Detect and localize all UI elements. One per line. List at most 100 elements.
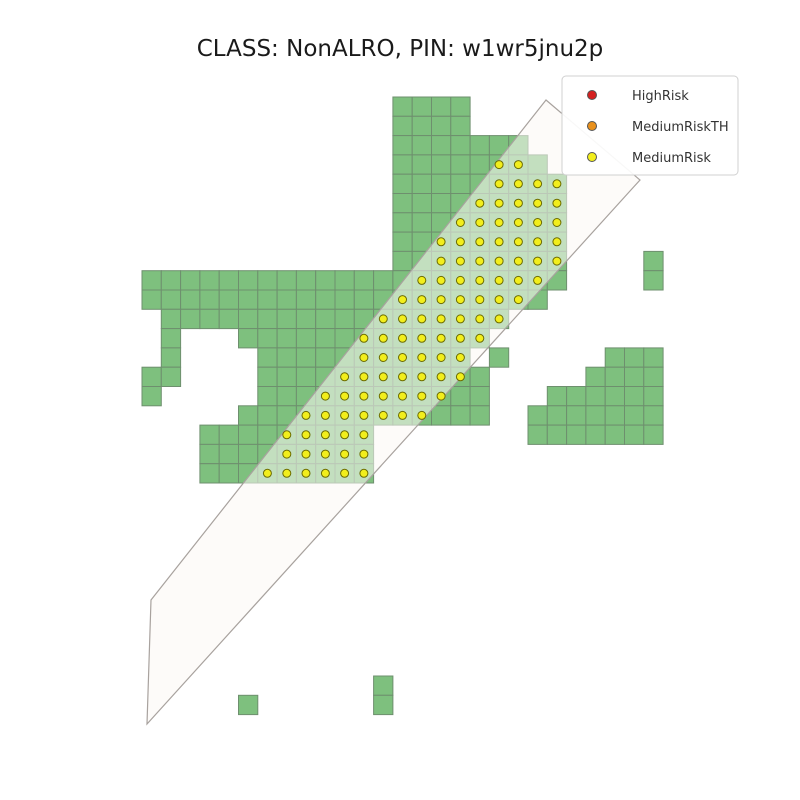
legend-marker-medium-risk-th — [587, 121, 597, 131]
parcel-cell — [392, 250, 413, 272]
parcel-cell — [431, 405, 452, 426]
medium-risk-point — [494, 256, 504, 266]
parcel-cell — [257, 386, 278, 407]
medium-risk-point — [417, 275, 427, 285]
parcel-cell — [392, 135, 413, 156]
medium-risk-point — [513, 179, 523, 189]
parcel-cell — [450, 154, 471, 175]
medium-risk-point — [436, 237, 446, 247]
parcel-cell — [199, 463, 220, 484]
medium-risk-point — [494, 314, 504, 324]
parcel-cell — [218, 289, 239, 310]
parcel-cell — [604, 405, 626, 426]
parcel-cell — [160, 308, 182, 330]
parcel-cell — [160, 366, 182, 388]
medium-risk-point — [552, 198, 562, 208]
medium-risk-point — [417, 372, 427, 382]
medium-risk-point — [455, 295, 465, 305]
parcel-cell — [257, 405, 278, 426]
parcel-cell — [450, 405, 471, 426]
medium-risk-point — [417, 295, 427, 305]
parcel-cell — [643, 424, 664, 445]
medium-risk-point — [494, 275, 504, 285]
parcel-cell — [392, 212, 413, 233]
medium-risk-point — [436, 391, 446, 401]
parcel-cell — [295, 289, 317, 310]
parcel-cell — [238, 308, 259, 330]
parcel-cell — [276, 308, 297, 330]
parcel-cell — [450, 173, 471, 194]
medium-risk-point — [436, 275, 446, 285]
parcel-cell — [238, 424, 259, 445]
medium-risk-point — [552, 237, 562, 247]
medium-risk-point — [417, 410, 427, 420]
parcel-cell — [566, 405, 587, 426]
medium-risk-point — [359, 468, 369, 478]
medium-risk-point — [398, 372, 407, 382]
parcel-cell — [527, 424, 548, 445]
medium-risk-point — [417, 333, 427, 343]
medium-risk-point — [494, 218, 504, 227]
parcel-cell — [257, 289, 278, 310]
medium-risk-point — [262, 468, 272, 478]
medium-risk-point — [552, 179, 562, 189]
parcel-cell — [546, 424, 568, 445]
parcel-cell — [585, 386, 606, 407]
parcel-cell — [450, 135, 471, 156]
parcel-cell — [295, 366, 317, 388]
parcel-cell — [604, 386, 626, 407]
parcel-cell — [353, 289, 375, 310]
parcel-cell — [315, 308, 336, 330]
parcel-cell — [160, 289, 182, 310]
medium-risk-point — [513, 275, 523, 285]
parcel-cell — [199, 424, 220, 445]
parcel-cell — [431, 154, 452, 175]
medium-risk-point — [552, 256, 562, 266]
medium-risk-point — [475, 295, 485, 305]
medium-risk-point — [475, 237, 485, 247]
parcel-cell — [585, 405, 606, 426]
parcel-cell — [276, 386, 297, 407]
parcel-cell — [411, 173, 433, 194]
medium-risk-point — [494, 198, 504, 208]
parcel-cell — [180, 270, 201, 291]
medium-risk-point — [320, 449, 330, 459]
parcel-cell — [488, 347, 510, 368]
parcel-cell — [431, 135, 452, 156]
parcel-cell — [431, 96, 452, 117]
parcel-cell — [643, 270, 664, 291]
parcel-cell — [218, 270, 239, 291]
parcel-cell — [199, 289, 220, 310]
medium-risk-point — [301, 430, 311, 440]
parcel-cell — [315, 289, 336, 310]
medium-risk-point — [340, 391, 350, 401]
medium-risk-point — [436, 353, 446, 362]
parcel-cell — [431, 115, 452, 137]
medium-risk-point — [513, 218, 523, 227]
parcel-cell — [604, 366, 626, 388]
parcel-cell — [276, 366, 297, 388]
parcel-cell — [373, 270, 394, 291]
parcel-cell — [218, 443, 239, 465]
parcel-cell — [469, 135, 490, 156]
parcel-cell — [411, 154, 433, 175]
medium-risk-point — [455, 256, 465, 266]
parcel-cell — [604, 424, 626, 445]
medium-risk-point — [398, 295, 407, 305]
parcel-cell — [199, 308, 220, 330]
medium-risk-point — [359, 410, 369, 420]
medium-risk-point — [340, 372, 350, 382]
parcel-cell — [141, 386, 162, 407]
medium-risk-point — [340, 410, 350, 420]
parcel-cell — [141, 270, 162, 291]
parcel-cell — [373, 694, 394, 716]
parcel-cell — [218, 463, 239, 484]
parcel-cell — [160, 270, 182, 291]
medium-risk-point — [513, 256, 523, 266]
medium-risk-point — [436, 372, 446, 382]
medium-risk-point — [282, 449, 292, 459]
legend-marker-high-risk — [587, 90, 597, 100]
medium-risk-point — [455, 218, 465, 227]
parcel-cell — [141, 289, 162, 310]
medium-risk-point — [552, 218, 562, 227]
